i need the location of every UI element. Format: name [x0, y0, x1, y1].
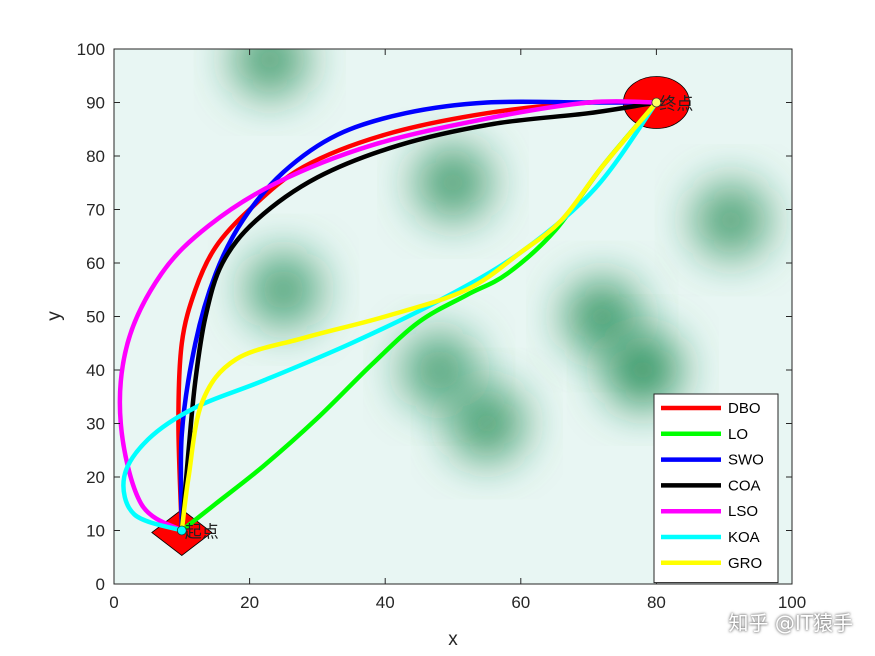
x-tick-label: 20	[240, 593, 259, 612]
y-tick-label: 20	[86, 468, 105, 487]
legend-box	[653, 393, 779, 584]
y-axis-label: y	[44, 311, 65, 321]
y-tick-label: 100	[77, 40, 105, 59]
legend-label-koa: KOA	[728, 529, 760, 546]
threat-blob	[415, 144, 491, 221]
y-tick-label: 40	[86, 361, 105, 380]
y-tick-label: 80	[86, 147, 105, 166]
x-tick-label: 0	[109, 593, 118, 612]
y-tick-label: 90	[86, 94, 105, 113]
ticks: 0 20 40 60 80 100 0 10 20 30 40 50 60 70 80 90 100	[77, 40, 807, 612]
threat-blob	[564, 278, 641, 355]
y-tick-label: 60	[86, 254, 105, 273]
threat-blob	[231, 49, 308, 98]
x-tick-label: 60	[511, 593, 530, 612]
x-axis-label: x	[448, 629, 458, 650]
threat-blob	[401, 332, 478, 408]
series-line-gro	[179, 100, 659, 533]
x-tick-label: 100	[778, 593, 806, 612]
series-line-coa	[179, 100, 659, 533]
watermark: 知乎 @IT猿手	[728, 611, 853, 635]
start-label: 起点	[185, 523, 219, 543]
y-tick-label: 30	[86, 415, 105, 434]
legend-label-lo: LO	[728, 426, 748, 443]
threat-blob	[245, 251, 322, 328]
series-line-swo	[178, 99, 659, 533]
y-tick-label: 50	[86, 308, 105, 327]
threat-blob	[448, 385, 525, 462]
x-tick-label: 40	[376, 593, 395, 612]
goal-point	[651, 97, 662, 108]
path-series	[117, 99, 659, 533]
threat-blob	[692, 182, 769, 259]
y-tick-label: 0	[96, 575, 105, 594]
endpoints: 起点 终点	[176, 95, 693, 543]
threat-blob	[604, 332, 681, 408]
y-tick-label: 10	[86, 522, 105, 541]
legend-label-dbo: DBO	[728, 400, 761, 417]
threat-heatmap	[231, 49, 769, 462]
legend-label-gro: GRO	[728, 555, 762, 572]
y-tick-label: 70	[86, 201, 105, 220]
legend-label-coa: COA	[728, 477, 761, 494]
start-point	[176, 525, 187, 536]
legend-label-lso: LSO	[728, 503, 758, 520]
series-line-lso	[117, 99, 659, 533]
x-tick-label: 80	[647, 593, 666, 612]
legend: DBO LO SWO COA LSO KOA GRO	[653, 393, 779, 584]
legend-label-swo: SWO	[728, 452, 764, 469]
goal-label: 终点	[659, 95, 693, 115]
